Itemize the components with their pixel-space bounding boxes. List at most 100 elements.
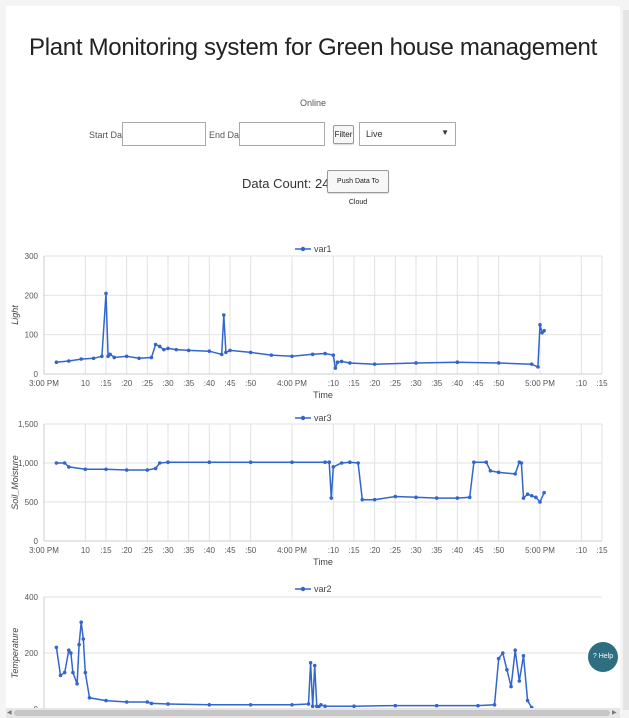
legend-label: var3 (314, 413, 332, 423)
start-date-input[interactable] (122, 122, 206, 146)
data-point (310, 704, 315, 708)
data-point (538, 500, 542, 504)
y-tick-label: 200 (25, 291, 39, 300)
data-point (517, 679, 522, 683)
data-point (312, 663, 317, 668)
data-point (455, 360, 460, 364)
data-point (319, 703, 323, 707)
y-axis-label: Temperature (10, 628, 20, 679)
data-point (467, 495, 472, 500)
filter-bar: Start Date End Date Filter Live ▼ (6, 122, 620, 148)
mode-select[interactable]: Live ▼ (359, 122, 456, 146)
data-point (542, 490, 546, 495)
x-tick-label: :10 (576, 379, 588, 388)
data-point (207, 349, 212, 353)
data-point (505, 668, 509, 672)
y-axis-label: Soil_Moisture (10, 455, 20, 510)
data-point (67, 359, 71, 363)
help-label: Help (598, 653, 614, 660)
data-point (323, 351, 327, 356)
data-count: Data Count: 248 (242, 176, 337, 191)
data-point (352, 704, 356, 708)
x-tick-label: :15 (596, 546, 608, 555)
legend-marker (300, 415, 306, 421)
x-tick-label: :45 (224, 379, 236, 388)
data-point (219, 352, 224, 357)
data-point (69, 651, 73, 655)
x-tick-label: 4:00 PM (277, 379, 307, 388)
data-point (79, 357, 83, 361)
x-tick-label: :15 (100, 379, 112, 388)
vertical-scrollbar[interactable] (623, 10, 629, 710)
data-count-bar: Data Count: 248 Push Data To Cloud (6, 170, 620, 206)
help-icon: ? (592, 653, 597, 660)
data-point (496, 656, 501, 661)
scroll-left-icon[interactable]: ◀ (7, 710, 12, 716)
data-point (166, 702, 170, 706)
data-point (488, 469, 493, 473)
data-point (331, 465, 336, 469)
data-point (290, 703, 294, 707)
data-point (79, 620, 83, 624)
legend-marker (300, 246, 306, 252)
data-point (137, 356, 141, 361)
y-tick-label: 0 (34, 537, 39, 546)
scroll-right-icon[interactable]: ▶ (612, 710, 617, 716)
data-point (54, 461, 59, 465)
temperature-chart: 0200400var2Temperature (10, 584, 602, 714)
end-date-input[interactable] (239, 122, 325, 146)
data-point (513, 648, 517, 652)
end-date-label: End Date (209, 130, 247, 140)
y-tick-label: 500 (25, 498, 39, 507)
data-point (472, 460, 476, 465)
data-point (372, 497, 377, 502)
x-tick-label: :10 (328, 379, 340, 388)
horizontal-scrollbar[interactable]: ◀ ▶ (6, 708, 620, 718)
data-point (414, 361, 418, 365)
legend-label: var2 (314, 584, 332, 594)
help-button[interactable]: ? Help (588, 642, 618, 672)
series-line (56, 293, 545, 369)
data-point (54, 645, 59, 650)
data-point (166, 346, 170, 351)
x-tick-label: 5:00 PM (525, 379, 555, 388)
data-point (207, 460, 212, 465)
x-tick-label: :40 (452, 546, 464, 555)
connection-status: Online (299, 98, 326, 108)
x-tick-label: :25 (142, 546, 154, 555)
data-point (348, 361, 352, 365)
y-tick-label: 300 (25, 252, 39, 261)
soil-moisture-chart: 0 500 1,000 1,500 3:00 PM 10:15:20:25:30:35:4… (10, 413, 608, 567)
data-point (434, 703, 439, 708)
x-tick-label: :35 (431, 546, 443, 555)
data-point (149, 355, 154, 360)
data-point (207, 703, 212, 707)
data-point (100, 354, 104, 359)
data-point (525, 492, 530, 496)
data-point (525, 698, 530, 703)
y-tick-label: 1,500 (18, 420, 39, 429)
data-point (174, 347, 179, 352)
data-point (492, 703, 497, 707)
filter-button[interactable]: Filter (333, 125, 354, 144)
data-point (393, 703, 398, 708)
data-point (145, 700, 150, 704)
push-data-button[interactable]: Push Data To Cloud (327, 170, 389, 206)
data-point (329, 496, 334, 500)
data-point (83, 670, 88, 675)
data-point (248, 703, 253, 707)
data-point (529, 493, 534, 498)
y-axis-label: Light (10, 305, 20, 325)
x-tick-label: :10 (576, 546, 588, 555)
x-tick-label: :10 (328, 546, 340, 555)
light-chart: 0 100 200 300 3:00 PM 10:15:20:25:30:35:40:45… (10, 244, 608, 400)
data-point (290, 354, 294, 359)
x-tick-label: :40 (204, 546, 216, 555)
data-point (306, 702, 311, 706)
series-line (55, 622, 533, 708)
scrollbar-thumb[interactable] (14, 710, 610, 716)
data-point (339, 359, 344, 364)
data-point (513, 472, 517, 476)
data-point (157, 344, 162, 349)
data-point (62, 461, 67, 465)
